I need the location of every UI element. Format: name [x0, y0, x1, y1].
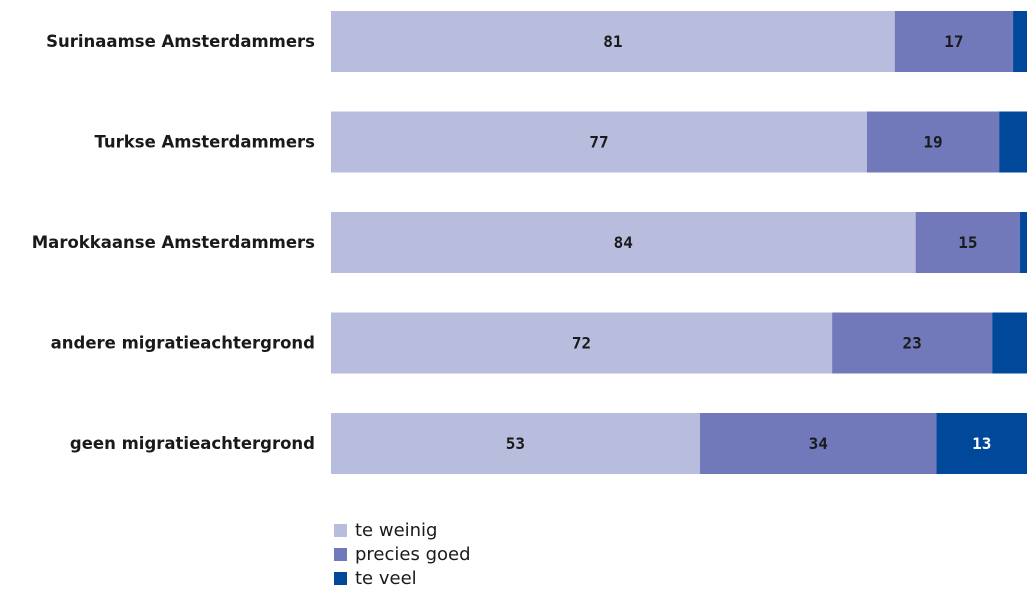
legend-item-precies-goed: precies goed: [334, 542, 471, 566]
bar-segment-te-weinig: [331, 212, 916, 273]
value-label: 72: [572, 334, 591, 353]
value-label: 53: [506, 434, 525, 453]
category-label: geen migratieachtergrond: [70, 434, 315, 453]
value-label: 17: [944, 32, 963, 51]
value-label: 77: [589, 133, 608, 152]
value-label: 15: [958, 233, 977, 252]
stacked-bar-chart: Surinaamse Amsterdammers 81 17 Turkse Amste…: [32, 11, 1027, 474]
legend: te weinig precies goed te veel: [334, 518, 471, 590]
legend-item-te-weinig: te weinig: [334, 518, 471, 542]
legend-swatch-precies-goed: [334, 547, 347, 561]
bar-segment-precies-goed: [915, 212, 1021, 273]
bar-segment-te-veel: [1020, 212, 1027, 273]
category-label: Marokkaanse Amsterdammers: [32, 233, 315, 252]
legend-item-te-veel: te veel: [334, 566, 471, 590]
bar-segment-precies-goed: [699, 413, 937, 474]
bar-segment-te-veel: [992, 312, 1027, 374]
bar-segment-precies-goed: [832, 312, 993, 374]
bar-segment-te-weinig: [331, 111, 867, 173]
legend-swatch-te-veel: [334, 571, 347, 585]
bar-segment-te-veel: [1013, 11, 1027, 72]
bar-segment-te-weinig: [331, 312, 833, 374]
bar-segment-te-veel: [999, 111, 1027, 173]
bar-segment-te-weinig: [331, 413, 700, 474]
category-label: Surinaamse Amsterdammers: [46, 32, 315, 51]
value-label: 23: [903, 334, 922, 353]
bar-segment-te-weinig: [331, 11, 895, 72]
bar-segment-te-veel: [936, 413, 1027, 474]
legend-label: precies goed: [355, 543, 471, 565]
value-label: 84: [614, 233, 633, 252]
bar-segment-precies-goed: [866, 111, 1000, 173]
value-label: 13: [972, 434, 991, 453]
category-label: andere migratieachtergrond: [51, 334, 315, 353]
value-label: 19: [923, 133, 942, 152]
legend-swatch-te-weinig: [334, 523, 347, 537]
legend-label: te veel: [355, 567, 417, 589]
legend-label: te weinig: [355, 519, 438, 541]
category-label: Turkse Amsterdammers: [94, 133, 315, 152]
bar-segment-precies-goed: [894, 11, 1014, 72]
value-label: 34: [809, 434, 828, 453]
value-label: 81: [603, 32, 622, 51]
